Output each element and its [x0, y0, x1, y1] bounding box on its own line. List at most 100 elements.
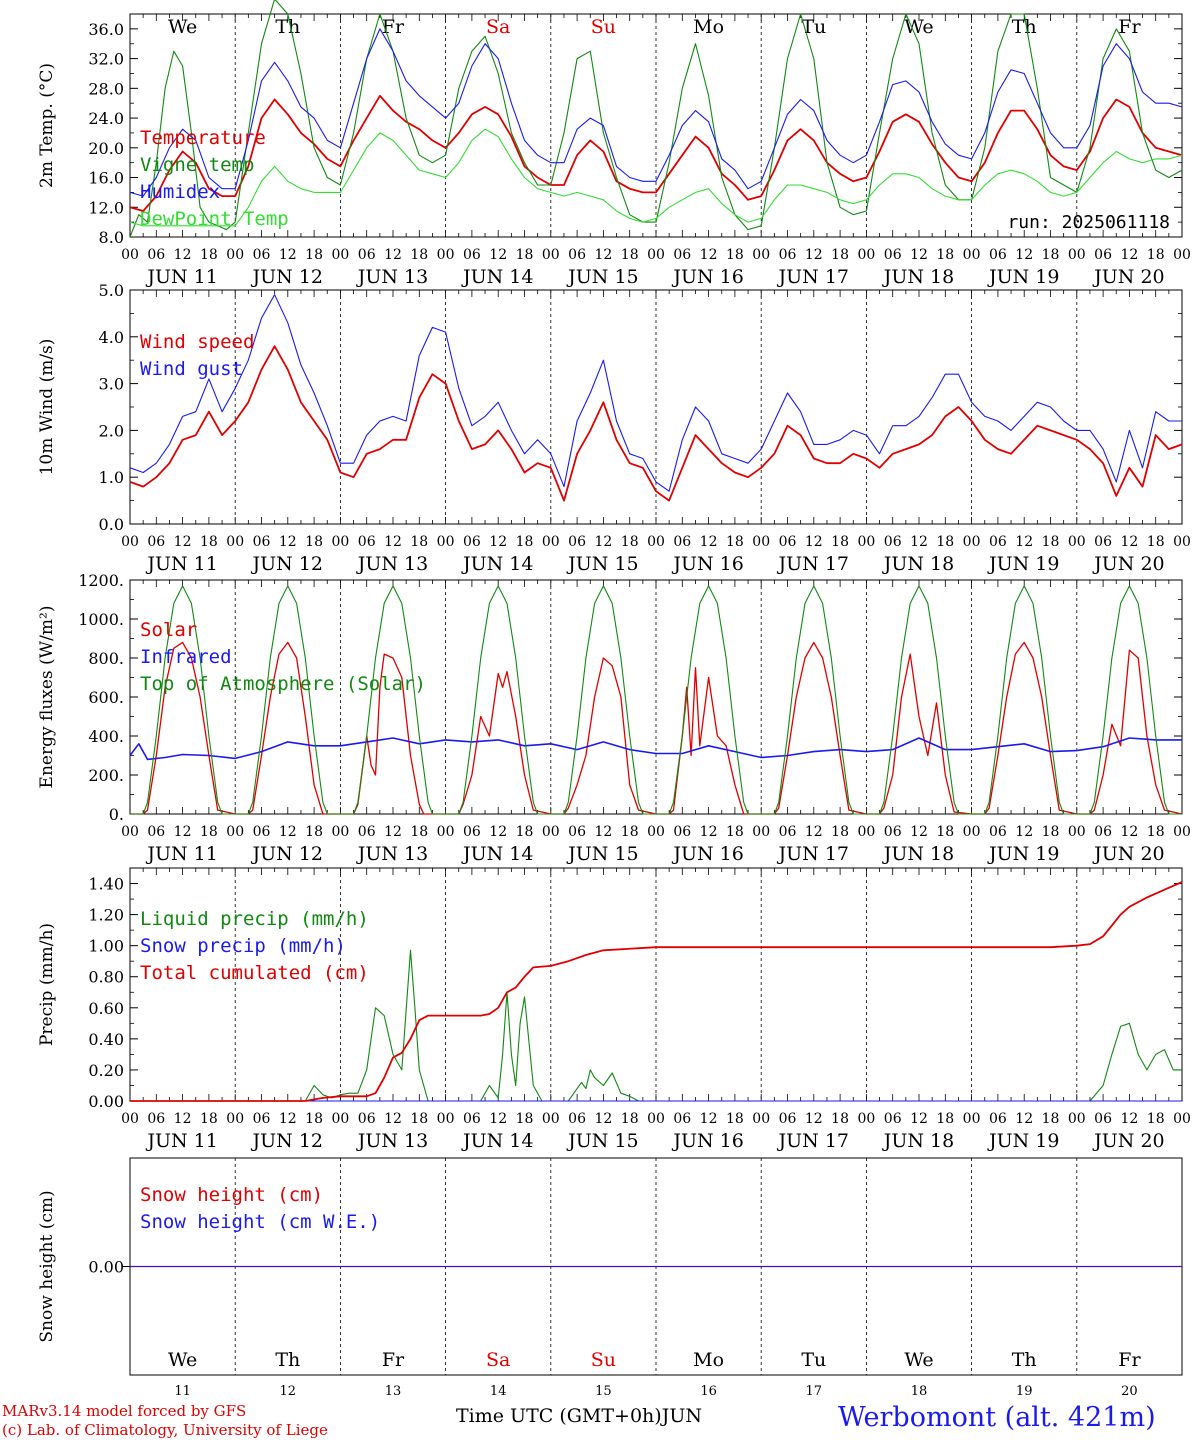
y-tick-label: 400. — [88, 727, 124, 746]
hour-tick-label: 18 — [1147, 1111, 1165, 1127]
day-label: JUN 15 — [566, 553, 638, 575]
day-label: JUN 11 — [145, 553, 217, 575]
hour-tick-label: 12 — [1120, 1111, 1138, 1127]
panel-wind: 0.0 1.0 2.0 3.0 4.0 5.0 10m Wind (m/s) 00 06 12 18… — [37, 281, 1191, 575]
hour-tick-label: 18 — [410, 824, 428, 840]
day-number-label: 16 — [700, 1384, 717, 1399]
day-label: JUN 13 — [356, 553, 428, 575]
hour-tick-label: 06 — [358, 534, 376, 550]
y-tick-label: 0.60 — [88, 999, 124, 1018]
hour-tick-label: 00 — [437, 534, 455, 550]
hour-tick-label: 12 — [489, 534, 507, 550]
hour-tick-label: 12 — [910, 534, 928, 550]
hour-tick-label: 06 — [884, 534, 902, 550]
hour-tick-label: 12 — [174, 1111, 192, 1127]
hour-tick-label: 18 — [831, 247, 849, 263]
day-label: JUN 11 — [145, 1130, 217, 1152]
legend-entry: Snow height (cm W.E.) — [140, 1211, 380, 1233]
hour-tick-label: 12 — [279, 824, 297, 840]
day-label: JUN 17 — [777, 1130, 849, 1152]
hour-tick-label: 00 — [226, 824, 244, 840]
hour-tick-label: 06 — [253, 534, 271, 550]
hour-tick-label: 06 — [673, 824, 691, 840]
series-line-infrared — [129, 737, 1182, 761]
hour-tick-label: 00 — [647, 1111, 665, 1127]
weekday-label: Th — [275, 1349, 300, 1371]
legend-entry: Temperature — [140, 127, 266, 149]
hour-tick-label: 00 — [1068, 247, 1086, 263]
panel-frame — [129, 13, 1183, 238]
series-line-liquid-precip-mm-h — [130, 949, 1182, 1102]
hour-tick-label: 12 — [805, 247, 823, 263]
hour-tick-label: 18 — [1042, 247, 1060, 263]
hour-tick-label: 18 — [305, 824, 323, 840]
hour-tick-label: 00 — [121, 824, 139, 840]
hour-tick-label: 06 — [779, 1111, 797, 1127]
hour-tick-label: 18 — [305, 534, 323, 550]
day-label: JUN 20 — [1092, 843, 1164, 865]
hour-tick-label: 06 — [463, 247, 481, 263]
day-label: JUN 17 — [777, 266, 849, 288]
hour-tick-label: 18 — [621, 534, 639, 550]
hour-tick-label: 00 — [963, 824, 981, 840]
series-line-solar — [130, 641, 1183, 815]
hour-tick-label: 00 — [857, 1111, 875, 1127]
day-label: JUN 14 — [461, 553, 533, 575]
weekday-label: Th — [275, 16, 300, 38]
day-number-label: 13 — [385, 1384, 402, 1399]
hour-tick-label: 00 — [857, 824, 875, 840]
hour-tick-label: 18 — [1042, 1111, 1060, 1127]
hour-tick-label: 18 — [410, 534, 428, 550]
y-tick-label: 28.0 — [88, 79, 124, 98]
hour-tick-label: 18 — [200, 247, 218, 263]
weekday-label: Sa — [486, 1349, 510, 1371]
weekday-label: Su — [591, 1349, 616, 1371]
day-label: JUN 14 — [461, 266, 533, 288]
day-number-label: 17 — [806, 1384, 823, 1399]
series-line-humidex — [129, 28, 1183, 197]
hour-tick-label: 06 — [779, 824, 797, 840]
day-label: JUN 20 — [1092, 553, 1164, 575]
weekday-label: Mo — [693, 16, 724, 38]
weekday-label: Fr — [382, 16, 405, 38]
day-label: JUN 12 — [251, 843, 323, 865]
hour-tick-label: 06 — [989, 824, 1007, 840]
day-label: JUN 13 — [356, 1130, 428, 1152]
y-axis-label: 10m Wind (m/s) — [37, 339, 57, 476]
hour-tick-label: 18 — [516, 824, 534, 840]
hour-tick-label: 00 — [542, 247, 560, 263]
hour-tick-label: 06 — [1094, 824, 1112, 840]
legend-entry: Wind gust — [140, 358, 243, 380]
y-tick-label: 0. — [109, 805, 124, 824]
hour-tick-label: 00 — [647, 534, 665, 550]
y-axis-label: Snow height (cm) — [37, 1190, 57, 1342]
day-number-label: 20 — [1121, 1384, 1138, 1399]
hour-tick-label: 06 — [989, 534, 1007, 550]
legend-entry: Liquid precip (mm/h) — [140, 908, 369, 930]
hour-tick-label: 06 — [253, 824, 271, 840]
day-label: JUN 16 — [671, 553, 743, 575]
day-label: JUN 19 — [987, 1130, 1059, 1152]
day-label: JUN 15 — [566, 1130, 638, 1152]
panel-snow: 0.00 Snow height (cm) We 11 Th 12 Fr 13 Sa 14 Su 15… — [37, 1157, 1183, 1399]
series-line-wind-speed — [129, 345, 1183, 502]
hour-tick-label: 00 — [1173, 824, 1191, 840]
hour-tick-label: 12 — [1015, 247, 1033, 263]
hour-tick-label: 12 — [1015, 824, 1033, 840]
y-tick-label: 24.0 — [88, 109, 124, 128]
series-line-dewpoint-temp — [129, 128, 1183, 227]
weekday-label: We — [904, 16, 933, 38]
y-tick-label: 1.00 — [88, 937, 124, 956]
day-label: JUN 14 — [461, 1130, 533, 1152]
hour-tick-label: 00 — [437, 247, 455, 263]
y-tick-label: 3.0 — [99, 375, 124, 394]
hour-tick-label: 00 — [121, 534, 139, 550]
y-tick-label: 1.40 — [88, 875, 124, 894]
legend-entry: Vigne temp — [140, 154, 254, 176]
day-label: JUN 11 — [145, 843, 217, 865]
hour-tick-label: 12 — [594, 534, 612, 550]
day-label: JUN 19 — [987, 266, 1059, 288]
hour-tick-label: 18 — [1042, 824, 1060, 840]
weekday-label: Fr — [382, 1349, 405, 1371]
hour-tick-label: 12 — [384, 1111, 402, 1127]
